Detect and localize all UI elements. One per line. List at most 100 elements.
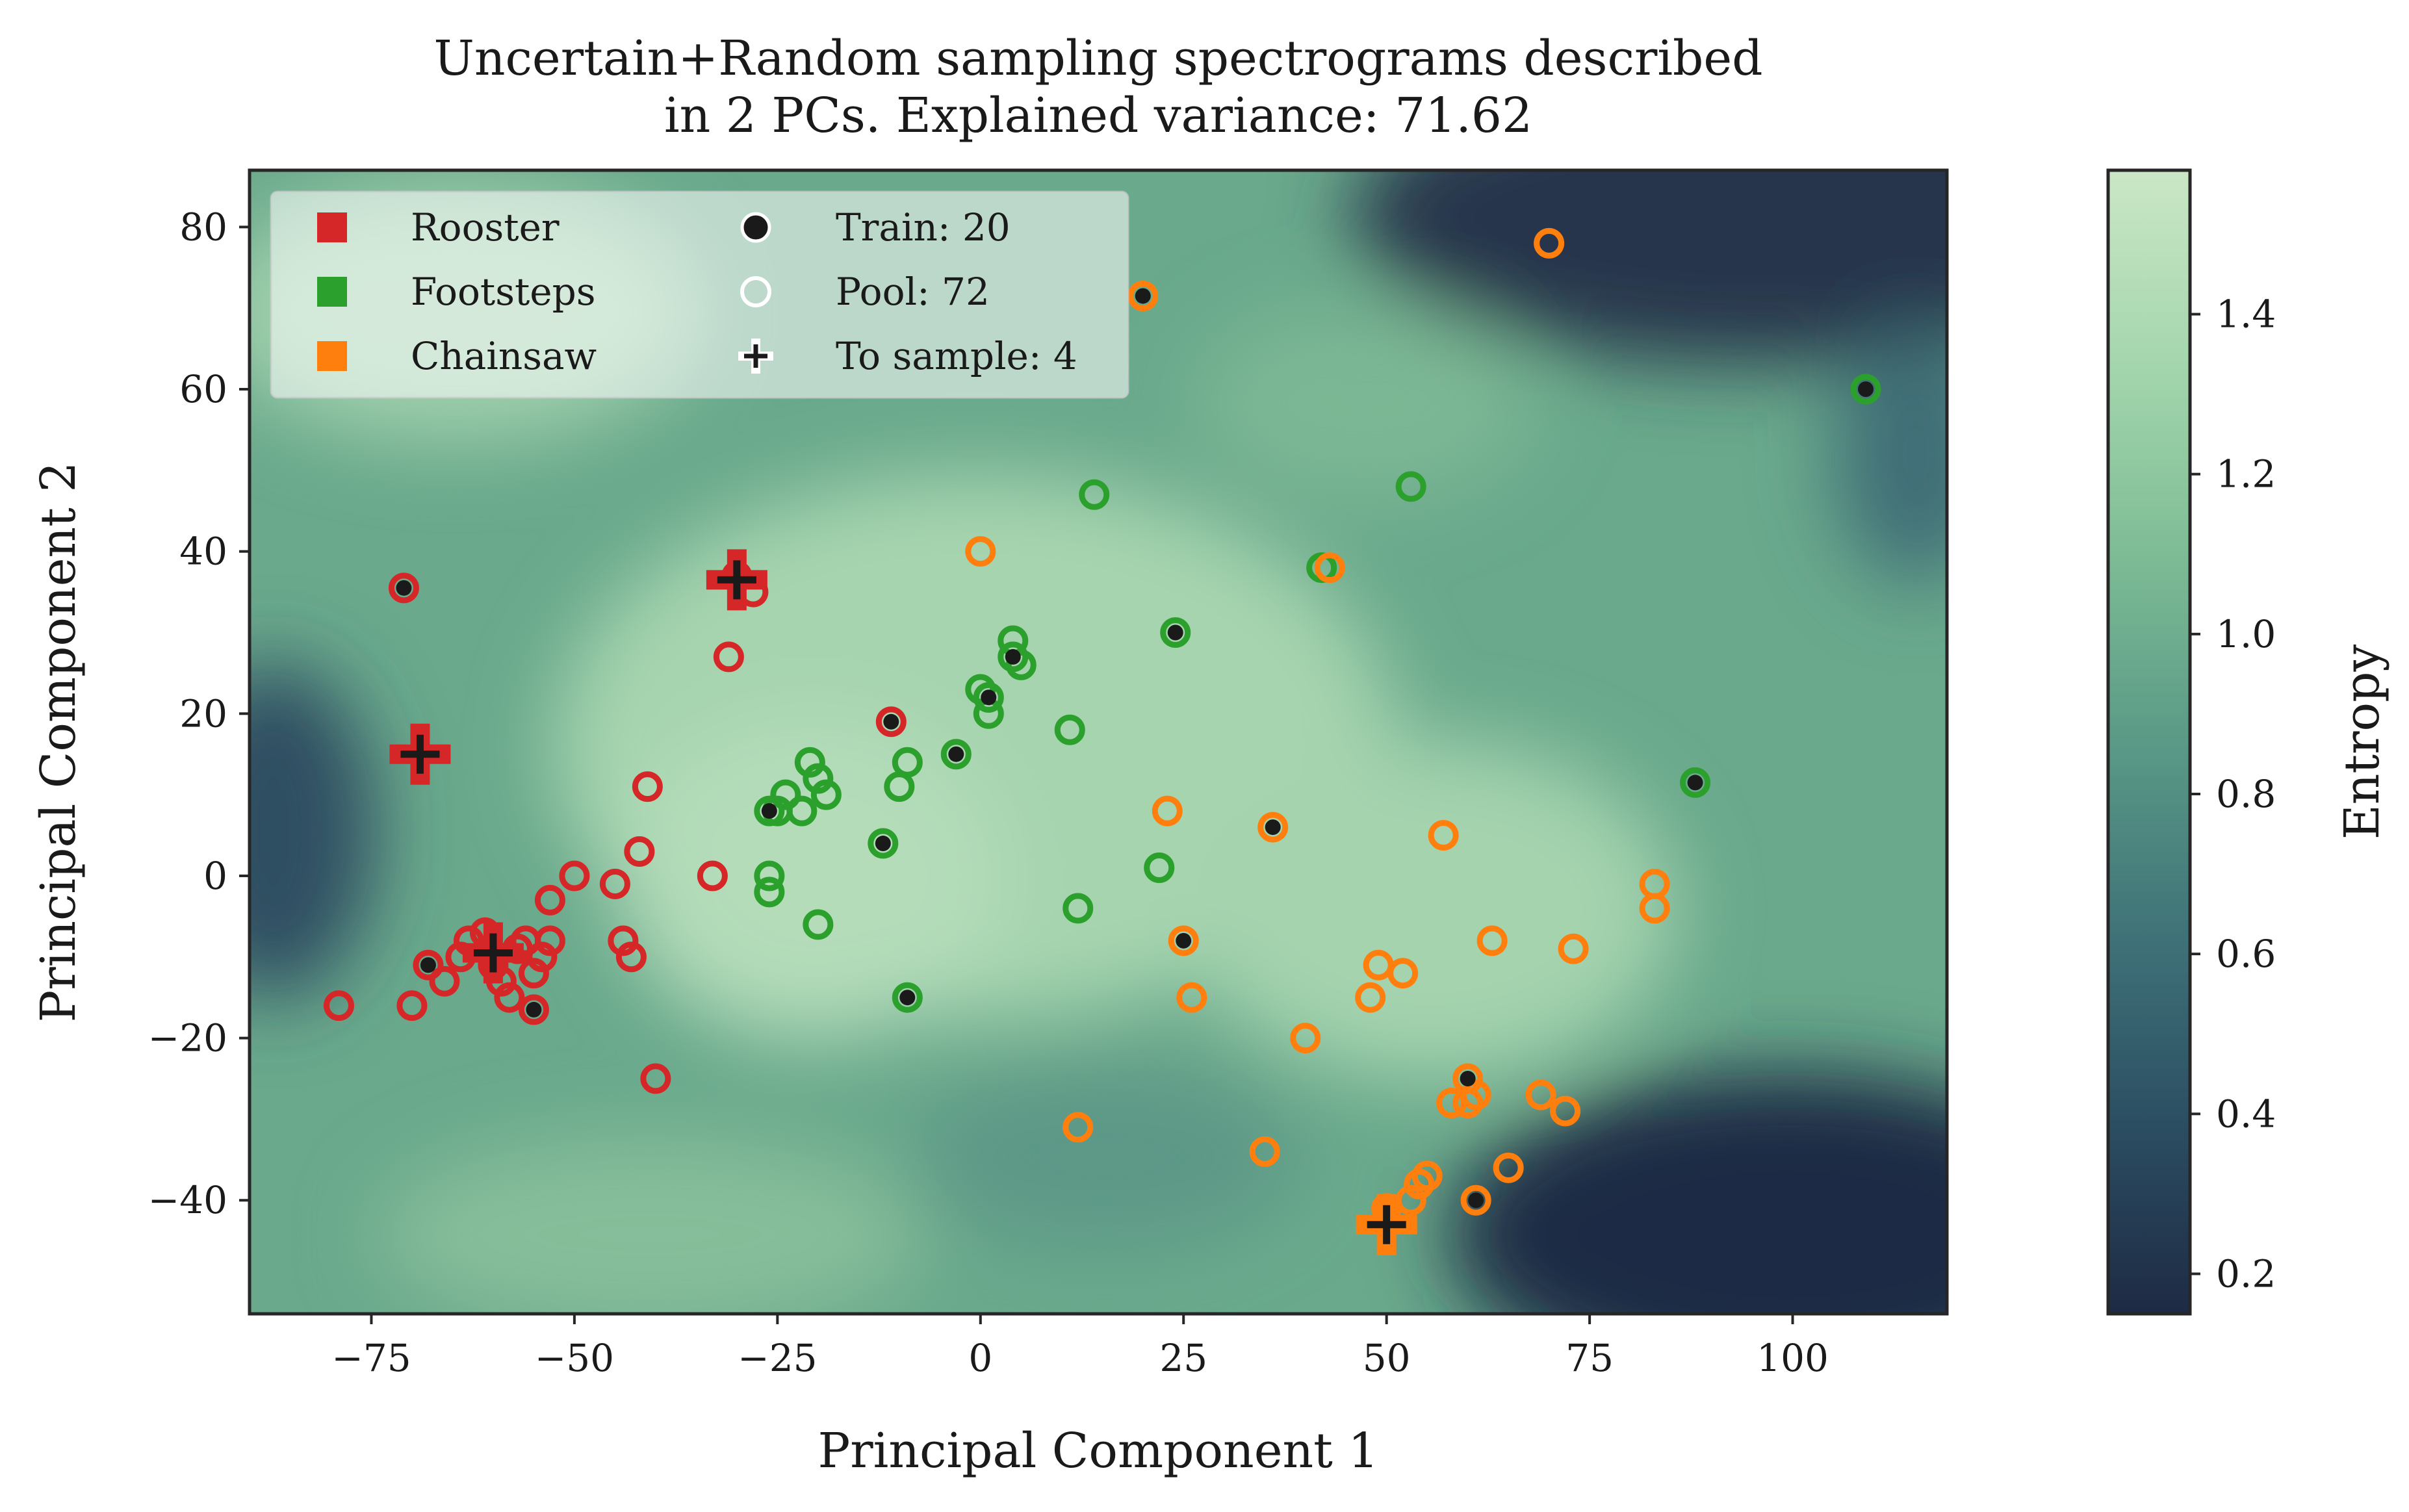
footsteps-train-point (998, 641, 1029, 673)
legend-train-marker (740, 212, 771, 243)
footsteps-pool-point (1054, 714, 1085, 745)
chainsaw-to-sample-point (1356, 1194, 1417, 1255)
y-tick-label: 0 (203, 854, 227, 898)
legend-sample-label: To sample: 4 (836, 334, 1077, 378)
colorbar-tick-label: 1.4 (2216, 292, 2276, 337)
y-tick-label: 20 (179, 691, 227, 736)
y-tick-label: 60 (179, 367, 227, 411)
y-tick-label: −40 (148, 1178, 227, 1222)
chainsaw-pool-point (1493, 1152, 1524, 1183)
footsteps-pool-point (810, 779, 842, 810)
rooster-pool-point (323, 990, 354, 1021)
chainsaw-pool-point (1314, 552, 1345, 583)
colorbar-gradient (2106, 168, 2192, 1316)
chainsaw-pool-point (1355, 982, 1386, 1013)
chainsaw-pool-point (1428, 820, 1459, 851)
chainsaw-pool-point (1639, 893, 1670, 924)
chainsaw-pool-point (1290, 1023, 1321, 1054)
y-tick-label: −20 (148, 1016, 227, 1060)
scatter-points (323, 227, 1881, 1255)
chainsaw-pool-point (1387, 958, 1419, 989)
colorbar-tick-label: 0.6 (2216, 932, 2276, 976)
chainsaw-pool-point (1550, 1096, 1581, 1127)
x-axis-label: Principal Component 1 (818, 1423, 1379, 1479)
chart-title-line-2: in 2 PCs. Explained variance: 71.62 (664, 88, 1532, 144)
legend-footsteps-label: Footsteps (411, 270, 596, 314)
footsteps-pool-point (770, 779, 801, 810)
chainsaw-pool-point (1152, 795, 1183, 826)
chainsaw-train-point (1168, 925, 1199, 956)
chainsaw-pool-point (1176, 982, 1207, 1013)
rooster-pool-point (615, 942, 647, 973)
footsteps-pool-point (794, 747, 825, 778)
rooster-pool-point (494, 982, 525, 1013)
x-tick-label: −75 (331, 1336, 411, 1380)
rooster-pool-point (632, 771, 663, 802)
colorbar-tick-label: 1.2 (2216, 452, 2276, 496)
chainsaw-train-point (1127, 280, 1159, 311)
colorbar-tick-label: 0.2 (2216, 1251, 2276, 1296)
legend-rooster-label: Rooster (411, 205, 560, 250)
footsteps-train-point (868, 828, 899, 859)
colorbar-tick-label: 0.4 (2216, 1092, 2276, 1136)
footsteps-train-point (940, 739, 972, 770)
chainsaw-pool-point (1063, 1112, 1094, 1143)
footsteps-train-point (892, 982, 923, 1013)
rooster-pool-point (640, 1063, 671, 1094)
colorbar: 0.2 0.4 0.6 0.8 1.0 1.2 1.4 Entropy (2106, 168, 2390, 1316)
footsteps-train-point (1850, 374, 1881, 405)
footsteps-train-point (1680, 767, 1711, 798)
footsteps-train-point (754, 795, 785, 826)
chainsaw-pool-point (1558, 933, 1589, 964)
rooster-pool-point (534, 884, 565, 916)
legend-pool-marker (740, 276, 771, 307)
footsteps-pool-point (754, 877, 785, 908)
chainsaw-pool-point (1525, 1079, 1556, 1110)
legend-pool-label: Pool: 72 (836, 270, 990, 314)
x-tick-label: 25 (1159, 1336, 1207, 1380)
chainsaw-train-point (1257, 812, 1289, 843)
chart-title-line-1: Uncertain+Random sampling spectrograms d… (433, 31, 1762, 86)
footsteps-train-point (1160, 617, 1191, 648)
legend: Rooster Footsteps Chainsaw Train: 20 Poo… (270, 190, 1129, 399)
x-tick-label: 0 (968, 1336, 992, 1380)
y-axis-label: Principal Component 2 (31, 462, 86, 1023)
chainsaw-pool-point (965, 536, 996, 567)
chainsaw-pool-point (1460, 1079, 1491, 1110)
footsteps-pool-point (1063, 893, 1094, 924)
legend-footsteps-swatch (317, 277, 347, 307)
rooster-to-sample-point (389, 723, 451, 785)
rooster-pool-point (608, 925, 639, 956)
legend-train-label: Train: 20 (836, 205, 1011, 250)
footsteps-pool-point (803, 763, 834, 794)
legend-sample-marker (738, 339, 773, 374)
y-axis-ticks: −40 −20 0 20 40 60 80 (148, 205, 250, 1222)
x-tick-label: 50 (1363, 1336, 1411, 1380)
legend-chainsaw-swatch (317, 341, 347, 371)
rooster-pool-point (624, 836, 655, 867)
chainsaw-pool-point (1411, 1160, 1443, 1192)
rooster-pool-point (599, 868, 630, 899)
footsteps-pool-point (1144, 852, 1175, 883)
rooster-train-point (413, 949, 444, 980)
rooster-pool-point (713, 641, 744, 673)
rooster-pool-point (429, 966, 460, 997)
chainsaw-pool-point (1249, 1136, 1280, 1167)
legend-chainsaw-label: Chainsaw (411, 334, 597, 378)
x-tick-label: −25 (738, 1336, 817, 1380)
colorbar-label: Entropy (2334, 645, 2390, 840)
chainsaw-train-point (1460, 1185, 1491, 1216)
footsteps-pool-point (754, 860, 785, 891)
chainsaw-pool-point (1404, 1168, 1435, 1199)
footsteps-train-point (973, 682, 1004, 713)
rooster-pool-point (559, 860, 590, 891)
footsteps-pool-point (803, 909, 834, 940)
rooster-pool-point (518, 958, 549, 989)
plot-frame (248, 168, 1949, 1316)
footsteps-pool-point (1395, 471, 1426, 502)
colorbar-ticks: 0.2 0.4 0.6 0.8 1.0 1.2 1.4 (2190, 292, 2276, 1296)
footsteps-pool-point (892, 747, 923, 778)
chainsaw-pool-point (1534, 227, 1565, 259)
x-tick-label: 100 (1757, 1336, 1829, 1380)
